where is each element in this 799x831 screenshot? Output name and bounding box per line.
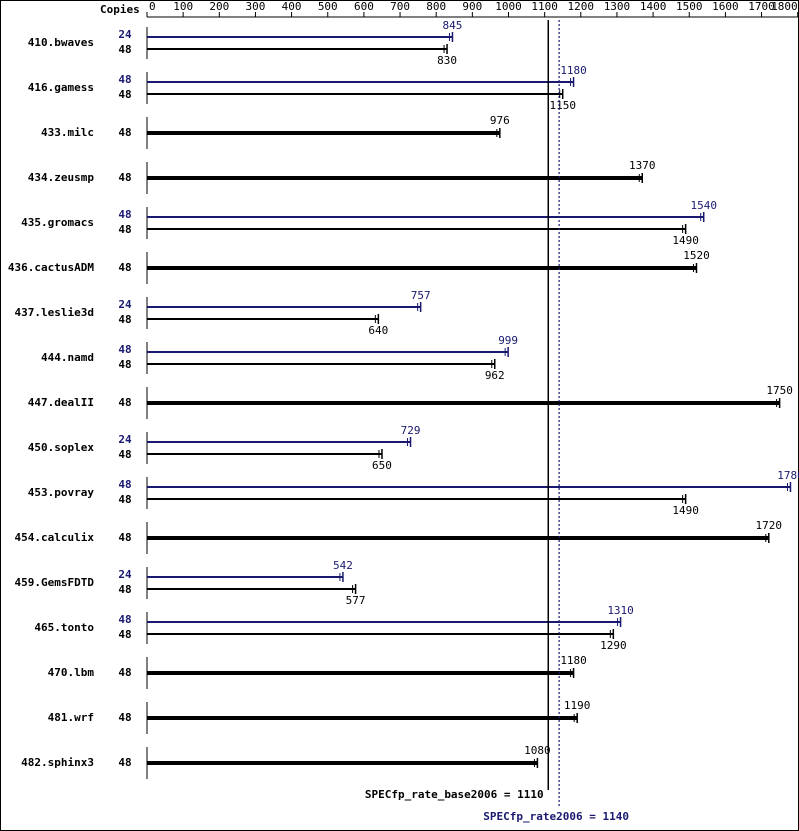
x-tick-label: 1800 [771, 0, 798, 13]
x-tick-label: 1000 [495, 0, 522, 13]
category-label: 470.lbm [48, 666, 95, 679]
value-label: 577 [346, 594, 366, 607]
peak-copies: 24 [118, 433, 132, 446]
value-label: 1520 [683, 249, 710, 262]
value-label: 640 [368, 324, 388, 337]
x-tick-label: 1400 [640, 0, 667, 13]
category-label: 435.gromacs [21, 216, 94, 229]
category-label: 450.soplex [28, 441, 95, 454]
base-copies: 48 [118, 448, 131, 461]
base-copies: 48 [118, 43, 131, 56]
x-tick-label: 1700 [748, 0, 775, 13]
peak-copies: 48 [118, 208, 131, 221]
base-copies: 48 [118, 711, 131, 724]
base-copies: 48 [118, 223, 131, 236]
value-label: 1290 [600, 639, 627, 652]
category-label: 459.GemsFDTD [15, 576, 95, 589]
base-copies: 48 [118, 493, 131, 506]
value-label: 1080 [524, 744, 551, 757]
x-tick-label: 400 [282, 0, 302, 13]
value-label: 1370 [629, 159, 656, 172]
x-tick-label: 0 [149, 0, 156, 13]
x-tick-label: 100 [173, 0, 193, 13]
peak-copies: 48 [118, 73, 131, 86]
category-label: 433.milc [41, 126, 94, 139]
x-tick-label: 800 [426, 0, 446, 13]
base-copies: 48 [118, 88, 131, 101]
value-label: 830 [437, 54, 457, 67]
peak-copies: 48 [118, 343, 131, 356]
category-label: 416.gamess [28, 81, 94, 94]
category-label: 465.tonto [34, 621, 94, 634]
value-label: 1180 [560, 64, 587, 77]
x-tick-label: 200 [209, 0, 229, 13]
x-tick-label: 1500 [676, 0, 703, 13]
x-tick-label: 1300 [604, 0, 631, 13]
category-label: 447.dealII [28, 396, 94, 409]
value-label: 1780 [777, 469, 799, 482]
base-copies: 48 [118, 628, 131, 641]
category-label: 434.zeusmp [28, 171, 95, 184]
reference-label: SPECfp_rate_base2006 = 1110 [365, 788, 544, 801]
base-copies: 48 [118, 358, 131, 371]
value-label: 650 [372, 459, 392, 472]
category-label: 410.bwaves [28, 36, 94, 49]
base-copies: 48 [118, 261, 131, 274]
category-label: 481.wrf [48, 711, 94, 724]
copies-header: Copies [100, 3, 140, 16]
value-label: 1750 [766, 384, 793, 397]
base-copies: 48 [118, 396, 131, 409]
peak-copies: 24 [118, 28, 132, 41]
value-label: 1490 [672, 504, 699, 517]
peak-copies: 48 [118, 613, 131, 626]
base-copies: 48 [118, 313, 131, 326]
value-label: 845 [443, 19, 463, 32]
value-label: 1540 [690, 199, 717, 212]
base-copies: 48 [118, 531, 131, 544]
value-label: 729 [401, 424, 421, 437]
category-label: 444.namd [41, 351, 94, 364]
peak-copies: 24 [118, 568, 132, 581]
peak-copies: 48 [118, 478, 131, 491]
category-label: 437.leslie3d [15, 306, 94, 319]
value-label: 757 [411, 289, 431, 302]
category-label: 482.sphinx3 [21, 756, 94, 769]
peak-copies: 24 [118, 298, 132, 311]
value-label: 1180 [560, 654, 587, 667]
category-label: 454.calculix [15, 531, 95, 544]
value-label: 962 [485, 369, 505, 382]
value-label: 1190 [564, 699, 591, 712]
x-tick-label: 1200 [568, 0, 595, 13]
base-copies: 48 [118, 126, 131, 139]
base-copies: 48 [118, 666, 131, 679]
value-label: 1490 [672, 234, 699, 247]
value-label: 1310 [607, 604, 634, 617]
x-tick-label: 1100 [531, 0, 558, 13]
base-copies: 48 [118, 756, 131, 769]
value-label: 542 [333, 559, 353, 572]
value-label: 999 [498, 334, 518, 347]
x-tick-label: 500 [318, 0, 338, 13]
x-tick-label: 900 [462, 0, 482, 13]
x-tick-label: 300 [246, 0, 266, 13]
x-tick-label: 1600 [712, 0, 739, 13]
value-label: 1720 [756, 519, 783, 532]
base-copies: 48 [118, 171, 131, 184]
value-label: 1150 [549, 99, 576, 112]
base-copies: 48 [118, 583, 131, 596]
reference-label: SPECfp_rate2006 = 1140 [483, 810, 629, 823]
value-label: 976 [490, 114, 510, 127]
x-tick-label: 700 [390, 0, 410, 13]
x-tick-label: 600 [354, 0, 374, 13]
category-label: 453.povray [28, 486, 95, 499]
category-label: 436.cactusADM [8, 261, 94, 274]
